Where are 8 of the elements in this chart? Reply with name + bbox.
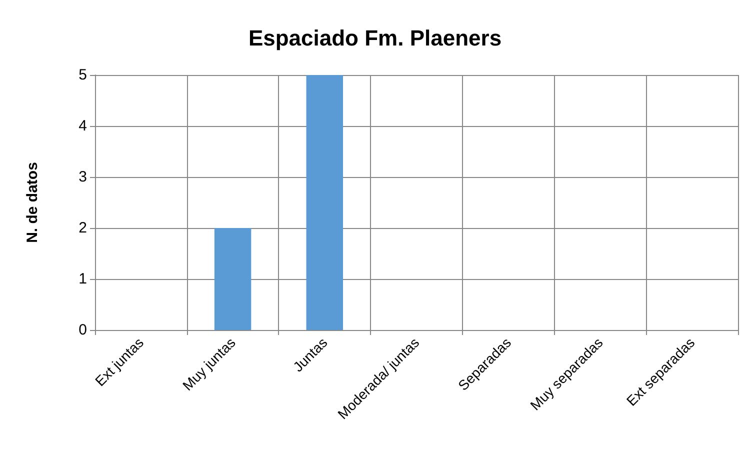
y-tick-label: 4 xyxy=(78,118,87,134)
y-tick-label: 2 xyxy=(78,220,87,236)
y-tick-label: 3 xyxy=(78,168,87,186)
y-tick-label: 1 xyxy=(78,270,87,288)
y-tick-label: 0 xyxy=(78,322,87,338)
chart-title: Espaciado Fm. Plaeners xyxy=(248,26,502,50)
y-tick-label: 5 xyxy=(78,66,87,84)
y-axis-title: N. de datos xyxy=(24,162,41,243)
